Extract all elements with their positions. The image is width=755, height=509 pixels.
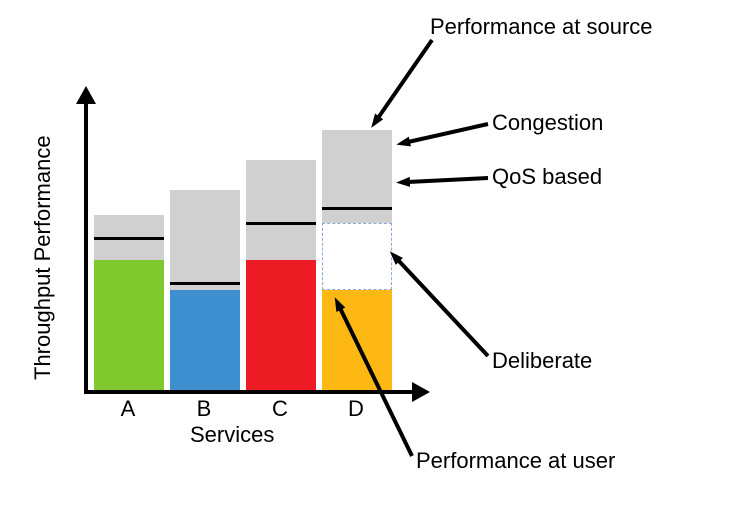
arrow-deliberate (398, 260, 488, 356)
arrow-performance-at-user (340, 308, 412, 456)
arrow-qos-based (408, 178, 488, 182)
arrow-congestion (408, 124, 488, 142)
arrow-performance-at-source (378, 40, 432, 118)
annotation-arrows (0, 0, 755, 509)
